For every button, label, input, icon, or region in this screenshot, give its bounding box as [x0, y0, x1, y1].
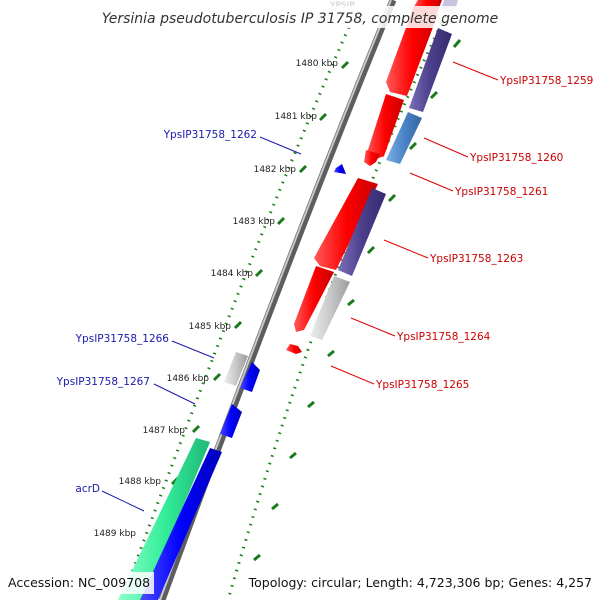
title-backdrop: [100, 6, 498, 28]
gene-feature-1265[interactable]: [286, 344, 302, 354]
gene-feature-1263-rna[interactable]: [338, 188, 386, 276]
map-title: Yersinia pseudotuberculosis IP 31758, co…: [102, 11, 499, 27]
gene-feature-1261[interactable]: [364, 150, 380, 166]
genome-summary: Topology: circular; Length: 4,723,306 bp…: [248, 575, 592, 590]
accession-text: Accession: NC_009708: [8, 575, 150, 590]
gene-feature-1264[interactable]: [294, 266, 334, 332]
inner-tick-ring: [120, 19, 354, 600]
gene-feature-1260-other[interactable]: [386, 112, 422, 164]
gene-feature-acrD[interactable]: [118, 438, 210, 600]
gene-label-1260[interactable]: YpsIP31758_1260: [469, 152, 563, 164]
reverse-gene-labels: YpsIP31758_1262 YpsIP31758_1266 YpsIP317…: [56, 129, 257, 495]
tick-label-1484: 1484 kbp: [211, 269, 254, 279]
summary-backdrop: [256, 572, 596, 594]
gene-feature-1262[interactable]: [334, 164, 346, 174]
tick-label-1481: 1481 kbp: [275, 112, 318, 122]
gene-label-1264[interactable]: YpsIP31758_1264: [396, 331, 491, 343]
gene-label-1262[interactable]: YpsIP31758_1262: [163, 129, 257, 141]
tick-label-1489: 1489 kbp: [94, 529, 137, 539]
gene-label-1267[interactable]: YpsIP31758_1267: [56, 376, 150, 388]
gene-feature-1260[interactable]: [366, 94, 404, 160]
gene-feature-1264-pseudo[interactable]: [310, 276, 350, 340]
gene-feature-1266[interactable]: [240, 362, 260, 392]
tick-label-1482: 1482 kbp: [254, 165, 297, 175]
gene-label-1261[interactable]: YpsIP31758_1261: [454, 186, 548, 198]
tick-label-1480: 1480 kbp: [296, 59, 339, 69]
tick-labels: 1480 kbp 1481 kbp 1482 kbp 1483 kbp 1484…: [94, 59, 339, 539]
gene-feature-1259[interactable]: [386, 6, 438, 96]
gene-label-1263[interactable]: YpsIP31758_1263: [429, 253, 523, 265]
gene-label-1259[interactable]: YpsIP31758_1259: [499, 75, 593, 87]
tick-label-1486: 1486 kbp: [167, 374, 210, 384]
tick-label-1483: 1483 kbp: [233, 217, 276, 227]
gene-label-1266[interactable]: YpsIP31758_1266: [75, 333, 170, 345]
gene-feature-1263[interactable]: [314, 178, 378, 270]
tick-label-1485: 1485 kbp: [189, 322, 232, 332]
tick-label-1488: 1488 kbp: [119, 477, 162, 487]
gene-feature-1259-rna[interactable]: [409, 28, 452, 112]
forward-leader-lines: [330, 61, 499, 385]
gene-feature-1267[interactable]: [220, 404, 242, 438]
forward-gene-labels: YpsIP31758_1259 YpsIP31758_1260 YpsIP317…: [375, 75, 593, 391]
reverse-leader-lines: [101, 136, 302, 512]
gene-feature-acrD-reverse[interactable]: [140, 448, 222, 600]
gene-feature-1266-pseudo[interactable]: [224, 352, 248, 386]
tick-label-1487: 1487 kbp: [143, 426, 186, 436]
accession-backdrop: [4, 572, 154, 594]
outer-major-ticks: [253, 39, 462, 562]
gene-label-1265[interactable]: YpsIP31758_1265: [375, 379, 469, 391]
gene-label-acrD[interactable]: acrD: [75, 483, 100, 495]
